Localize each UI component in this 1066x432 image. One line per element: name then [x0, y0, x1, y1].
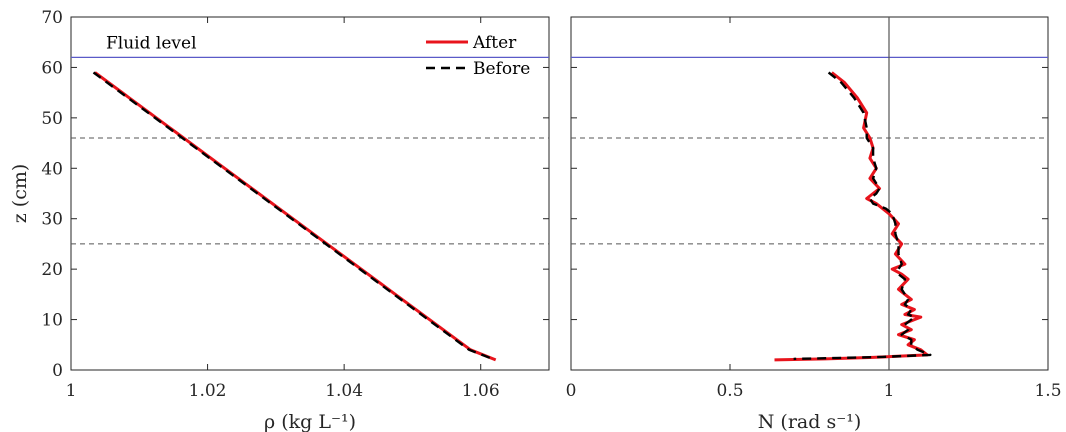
- y-tick-label: 30: [41, 210, 63, 230]
- y-tick-label: 70: [41, 8, 63, 28]
- series-line-before: [793, 71, 932, 361]
- axes-box-0: [70, 16, 550, 371]
- y-tick-label: 10: [41, 311, 63, 331]
- series-line-before: [92, 71, 496, 362]
- legend: After Before: [426, 33, 530, 79]
- x-tick-label: 1: [66, 381, 77, 401]
- x-tick-label: 1.02: [189, 381, 227, 401]
- x-tick-label: 1.5: [1034, 381, 1061, 401]
- y-tick-label: 40: [41, 159, 63, 179]
- density-panel: 0 10 20 30 40 50 60 70 1 1.02 1.04 1.06: [41, 8, 550, 401]
- axes-box-1: [570, 16, 1049, 371]
- series-line-after: [94, 71, 497, 362]
- y-tick-label: 60: [41, 58, 63, 78]
- y-tick-label: 50: [41, 109, 63, 129]
- x-tick-label: 1: [884, 381, 895, 401]
- x-tick-label: 0.5: [716, 381, 743, 401]
- x-axis-label-buoyancy-frequency: N (rad s⁻¹): [758, 411, 862, 432]
- legend-label-after: After: [472, 33, 517, 53]
- series-line-after: [774, 71, 929, 362]
- x-axis-label-density: ρ (kg L⁻¹): [264, 411, 356, 432]
- fluid-level-annotation: Fluid level: [106, 33, 197, 53]
- y-tick-label: 0: [52, 361, 63, 381]
- x-tick-label: 0: [566, 381, 577, 401]
- x-tick-label: 1.04: [325, 381, 363, 401]
- buoyancy-frequency-panel: 0 0.5 1 1.5: [566, 16, 1062, 401]
- legend-label-before: Before: [473, 59, 530, 79]
- y-axis-label-height: z (cm): [9, 164, 31, 224]
- y-tick-label: 20: [41, 260, 63, 280]
- x-tick-label: 1.06: [462, 381, 500, 401]
